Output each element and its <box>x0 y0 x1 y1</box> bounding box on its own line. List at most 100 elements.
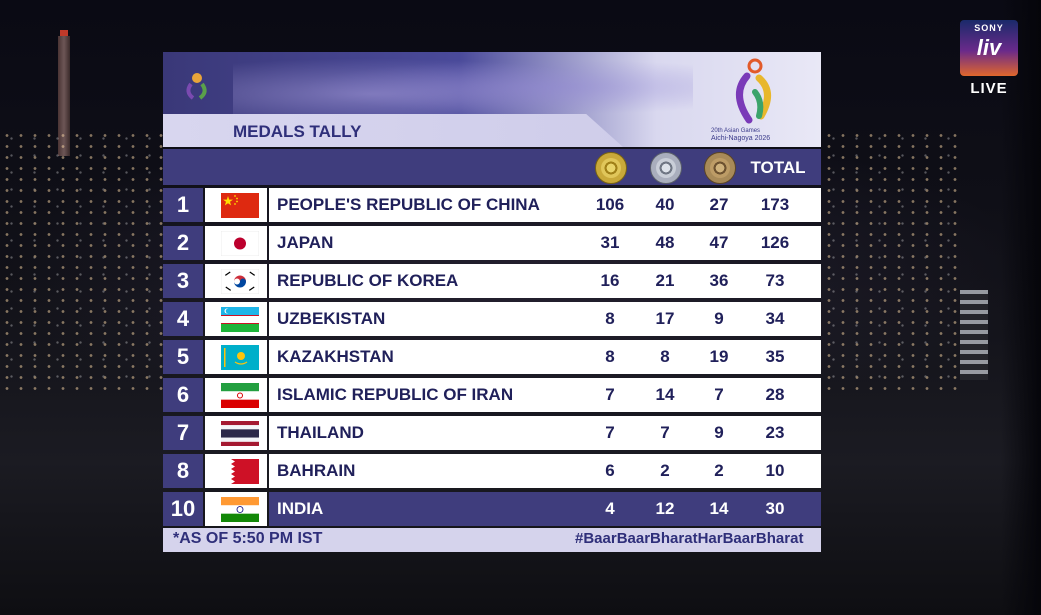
gold-count: 106 <box>595 195 625 214</box>
total-count: 10 <box>765 461 785 480</box>
screen-edge <box>1001 0 1041 615</box>
total-count: 73 <box>765 271 785 290</box>
rank-cell: 8 <box>163 454 203 488</box>
silver-count: 12 <box>655 499 675 518</box>
gold-count: 6 <box>605 461 615 480</box>
flag-cell <box>205 188 267 222</box>
row-body <box>269 416 821 450</box>
row-body <box>269 188 821 222</box>
country-name: REPUBLIC OF KOREA <box>277 271 459 290</box>
rank-cell: 4 <box>163 302 203 336</box>
country-name: UZBEKISTAN <box>277 309 386 328</box>
korea-flag-icon <box>221 269 259 294</box>
bronze-count: 9 <box>714 309 724 328</box>
table-row: 4 UZBEKISTAN 8 17 9 34 <box>163 302 821 336</box>
background-city-lights-right <box>822 130 962 390</box>
gold-count: 31 <box>600 233 620 252</box>
flag-cell <box>205 226 267 260</box>
row-body <box>269 340 821 374</box>
bahrain-flag-icon <box>221 459 259 484</box>
table-row: 3 REPUBLIC OF KOREA 16 21 36 73 <box>163 264 821 298</box>
silver-count: 40 <box>655 195 675 214</box>
silver-count: 7 <box>660 423 670 442</box>
sony-brand-text: SONY <box>974 23 1004 33</box>
bronze-count: 2 <box>714 461 724 480</box>
bronze-count: 14 <box>709 499 729 518</box>
gold-count: 4 <box>605 499 615 518</box>
silver-count: 2 <box>660 461 670 480</box>
silver-count: 8 <box>660 347 670 366</box>
table-row: 5 KAZAKHSTAN 8 8 19 35 <box>163 340 821 374</box>
flag-cell <box>205 492 267 526</box>
medals-tally-panel: 20th Asian Games Aichi-Nagoya 2026 MEDAL… <box>163 52 821 552</box>
sony-liv-logo: SONY liv <box>960 20 1018 76</box>
total-count: 35 <box>765 347 785 366</box>
india-flag-icon <box>221 497 259 522</box>
flag-cell <box>205 454 267 488</box>
background-building <box>960 290 988 380</box>
bronze-count: 47 <box>709 233 729 252</box>
country-name: BAHRAIN <box>277 461 356 480</box>
flag-cell <box>205 264 267 298</box>
banner-photo <box>233 52 693 122</box>
thailand-flag-icon <box>221 421 259 446</box>
total-count: 30 <box>765 499 785 518</box>
table-row-highlighted: 10 INDIA 4 12 14 30 <box>163 492 821 526</box>
silver-count: 17 <box>655 309 675 328</box>
title-bar <box>163 114 623 147</box>
gold-count: 7 <box>605 423 615 442</box>
silver-count: 14 <box>655 385 675 404</box>
country-name: PEOPLE'S REPUBLIC OF CHINA <box>277 195 540 214</box>
bronze-count: 19 <box>709 347 729 366</box>
rank-cell: 2 <box>163 226 203 260</box>
bronze-count: 36 <box>709 271 729 290</box>
country-name: INDIA <box>277 499 324 518</box>
silver-medal-icon <box>650 152 682 184</box>
timestamp-note: *AS OF 5:50 PM IST <box>173 530 323 547</box>
rank-cell: 5 <box>163 340 203 374</box>
hashtag: #BaarBaarBharatHarBaarBharat <box>575 530 804 547</box>
silver-count: 21 <box>655 271 675 290</box>
gold-count: 8 <box>605 309 615 328</box>
live-indicator: LIVE <box>970 80 1008 97</box>
games-logo-caption: 20th Asian Games Aichi-Nagoya 2026 <box>711 128 811 142</box>
flag-cell <box>205 340 267 374</box>
total-column-header: TOTAL <box>750 158 806 177</box>
rank-cell: 7 <box>163 416 203 450</box>
row-body <box>269 454 821 488</box>
row-body <box>269 226 821 260</box>
total-count: 34 <box>765 309 785 328</box>
total-count: 126 <box>760 233 790 252</box>
rank-cell: 3 <box>163 264 203 298</box>
country-name: THAILAND <box>277 423 364 442</box>
bronze-count: 27 <box>709 195 729 214</box>
country-name: KAZAKHSTAN <box>277 347 394 366</box>
background-city-lights-left <box>0 130 165 390</box>
rank-cell: 10 <box>163 492 203 526</box>
table-row: 6 ISLAMIC REPUBLIC OF IRAN 7 14 7 28 <box>163 378 821 412</box>
games-logo-line2: Aichi-Nagoya 2026 <box>711 135 771 142</box>
rank-cell: 6 <box>163 378 203 412</box>
table-row: 1 PEOPLE'S REPUBLIC OF CHINA 106 40 27 1… <box>163 188 821 222</box>
games-logo-line1: 20th Asian Games <box>711 128 761 134</box>
gold-count: 16 <box>600 271 620 290</box>
gold-count: 7 <box>605 385 615 404</box>
flag-cell <box>205 378 267 412</box>
table-row: 7 THAILAND 7 7 9 23 <box>163 416 821 450</box>
row-body <box>269 302 821 336</box>
rank-cell: 1 <box>163 188 203 222</box>
total-count: 173 <box>760 195 790 214</box>
bronze-medal-icon <box>704 152 736 184</box>
china-flag-icon <box>221 193 259 218</box>
country-name: ISLAMIC REPUBLIC OF IRAN <box>277 385 514 404</box>
row-body <box>269 378 821 412</box>
total-count: 28 <box>765 385 785 404</box>
gold-count: 8 <box>605 347 615 366</box>
flag-cell <box>205 416 267 450</box>
table-row: 2 JAPAN 31 48 47 126 <box>163 226 821 260</box>
background-tower <box>58 30 70 156</box>
total-count: 23 <box>765 423 785 442</box>
footer-bar <box>163 528 821 552</box>
silver-count: 48 <box>655 233 675 252</box>
flag-cell <box>205 302 267 336</box>
